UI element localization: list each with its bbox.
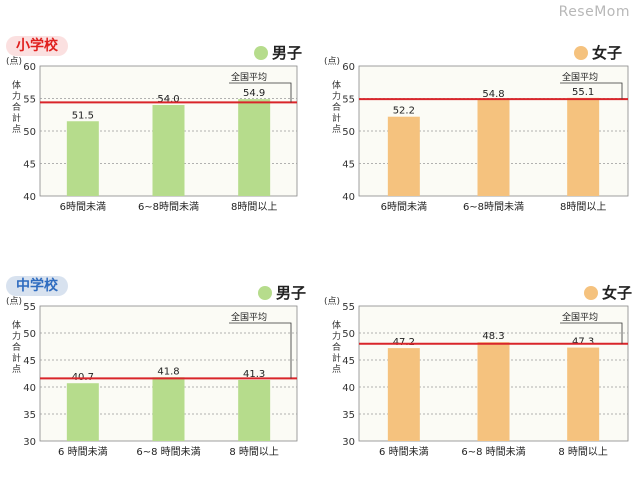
bar-value-label: 47.2 (393, 337, 415, 348)
x-tick-label: 6~8時間未満 (138, 201, 199, 213)
y-unit-label: (点) (324, 56, 340, 67)
chart-elementary-boys: 40 45 50 55 60(点) 体力合計点 51.5 6時間未満 54.0 6~8時間未満 54… (6, 56, 298, 213)
resemom-watermark: ReseMom (558, 4, 630, 20)
legend-swatch-boys-icon (258, 285, 272, 300)
bar (477, 342, 510, 441)
y-tick-label: 35 (23, 410, 36, 421)
x-tick-label: 8 時間以上 (558, 446, 608, 458)
bar (152, 105, 185, 196)
y-unit-label: (点) (6, 296, 22, 307)
bar-value-label: 47.3 (572, 337, 594, 348)
y-tick-label: 55 (342, 302, 355, 313)
x-tick-label: 6~8時間未満 (463, 201, 524, 213)
y-tick-label: 60 (342, 62, 355, 73)
y-axis-label: 体力合計点 (332, 319, 341, 375)
average-callout-line (229, 322, 292, 379)
bar-value-label: 54.8 (482, 89, 504, 100)
y-tick-label: 45 (23, 160, 36, 171)
national-average-label: 全国平均 (231, 71, 267, 83)
bar-value-label: 41.8 (157, 366, 179, 377)
bar (387, 116, 420, 196)
y-unit-label: (点) (6, 56, 22, 67)
bar-value-label: 55.1 (572, 87, 594, 98)
bar-value-label: 41.3 (243, 369, 265, 380)
y-tick-label: 40 (342, 383, 355, 394)
y-axis-label: 体力合計点 (332, 79, 341, 135)
bar (567, 97, 600, 196)
y-tick-label: 40 (23, 192, 36, 203)
legend-label: 女子 (592, 44, 623, 62)
y-tick-label: 55 (342, 95, 355, 106)
x-tick-label: 6 時間未満 (379, 446, 429, 458)
bar-value-label: 52.2 (393, 106, 415, 117)
section-label-elementary: 小学校 (6, 36, 68, 56)
y-axis-label: 体力合計点 (12, 319, 21, 375)
bar-value-label: 48.3 (482, 331, 504, 342)
legend-elem-boys: 男子 (254, 42, 302, 63)
y-tick-label: 30 (23, 437, 36, 448)
bar (238, 379, 271, 441)
bar (66, 121, 99, 196)
x-tick-label: 6~8 時間未満 (461, 446, 525, 458)
legend-elem-girls: 女子 (574, 42, 622, 63)
legend-mid-boys: 男子 (258, 282, 306, 303)
bar-value-label: 51.5 (72, 110, 94, 121)
x-tick-label: 8時間以上 (231, 201, 277, 213)
y-tick-label: 40 (342, 192, 355, 203)
y-tick-label: 50 (23, 127, 36, 138)
national-average-label: 全国平均 (231, 311, 267, 323)
y-unit-label: (点) (324, 296, 340, 307)
average-callout-line (560, 82, 623, 100)
y-tick-label: 30 (342, 437, 355, 448)
y-tick-label: 35 (342, 410, 355, 421)
chart-elementary-girls: 40 45 50 55 60(点) 体力合計点 52.2 6時間未満 54.8 6~8時間未満 55… (324, 56, 629, 213)
chart-junior-high-girls: 30 35 40 45 50 55(点) 体力合計点 47.2 6 時間未満 48.3 6~8 時間… (324, 296, 629, 458)
bar (567, 347, 600, 441)
y-tick-label: 60 (23, 62, 36, 73)
legend-swatch-girls-icon (574, 45, 588, 60)
x-tick-label: 8 時間以上 (229, 446, 279, 458)
legend-label: 男子 (276, 284, 307, 302)
legend-label: 男子 (272, 44, 303, 62)
y-tick-label: 50 (23, 329, 36, 340)
bar (66, 383, 99, 441)
average-callout-line (229, 82, 292, 103)
national-average-label: 全国平均 (562, 71, 598, 83)
legend-swatch-girls-icon (584, 285, 598, 300)
y-tick-label: 50 (342, 329, 355, 340)
y-tick-label: 55 (23, 95, 36, 106)
y-tick-label: 45 (342, 356, 355, 367)
y-tick-label: 40 (23, 383, 36, 394)
section-label-junior-high: 中学校 (6, 276, 68, 296)
y-axis-label: 体力合計点 (12, 79, 21, 135)
bar-value-label: 54.0 (157, 94, 179, 105)
national-average-label: 全国平均 (562, 311, 598, 323)
x-tick-label: 6 時間未満 (58, 446, 108, 458)
legend-mid-girls: 女子 (584, 282, 632, 303)
y-tick-label: 50 (342, 127, 355, 138)
x-tick-label: 8時間以上 (560, 201, 606, 213)
x-tick-label: 6時間未満 (381, 201, 427, 213)
legend-label: 女子 (602, 284, 633, 302)
y-tick-label: 45 (23, 356, 36, 367)
bar (387, 348, 420, 441)
bar (238, 99, 271, 196)
bar (152, 377, 185, 441)
x-tick-label: 6時間未満 (60, 201, 106, 213)
bar-value-label: 54.9 (243, 88, 265, 99)
y-tick-label: 45 (342, 160, 355, 171)
bar (477, 99, 510, 196)
x-tick-label: 6~8 時間未満 (136, 446, 200, 458)
legend-swatch-boys-icon (254, 45, 268, 60)
average-callout-line (560, 322, 623, 344)
y-tick-label: 55 (23, 302, 36, 313)
